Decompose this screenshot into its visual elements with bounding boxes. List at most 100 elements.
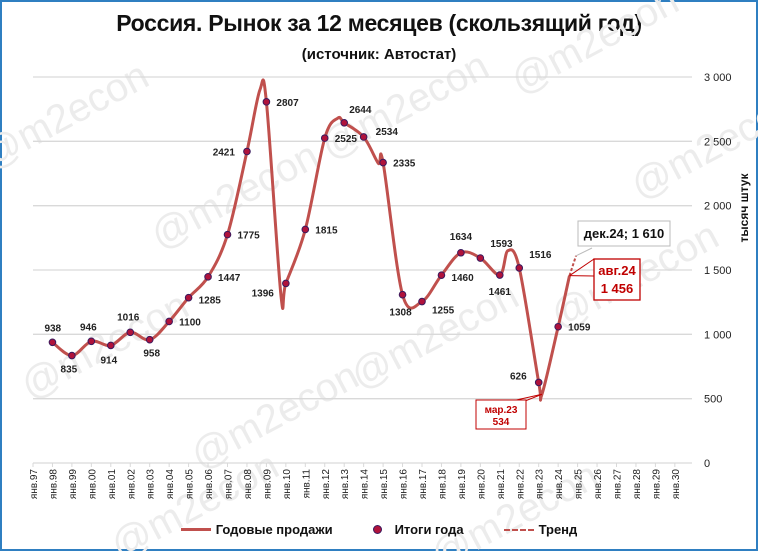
data-label: 1775: [238, 231, 261, 242]
y-tick-label: 1 000: [704, 329, 732, 341]
x-tick-label: янв.27: [613, 469, 624, 500]
year-total-marker: [457, 248, 465, 257]
forecast-callout: [577, 220, 671, 247]
data-label: 626: [510, 371, 527, 382]
x-tick-label: янв.16: [399, 469, 410, 500]
year-total-marker: [496, 271, 504, 279]
x-tick-label: янв.28: [632, 469, 643, 500]
data-label: 835: [61, 365, 78, 376]
data-label: 1059: [568, 323, 591, 334]
x-tick-label: янв.17: [418, 469, 429, 500]
year-total-marker: [126, 328, 135, 337]
y-tick-label: 2 500: [704, 136, 732, 148]
legend-trend: Тренд: [503, 522, 577, 537]
data-label: 1285: [199, 296, 222, 307]
x-tick-label: янв.19: [457, 469, 468, 500]
year-total-marker: [262, 98, 271, 106]
x-tick-label: янв.23: [535, 469, 546, 500]
year-total-marker: [68, 351, 76, 360]
x-tick-label: янв.30: [671, 469, 682, 500]
x-tick-label: янв.00: [87, 469, 98, 500]
year-total-marker: [398, 290, 407, 299]
data-label: 2644: [349, 105, 372, 116]
x-tick-label: янв.15: [379, 469, 390, 500]
data-label: 2534: [376, 127, 399, 138]
year-total-marker: [301, 225, 310, 234]
data-label: 1593: [490, 239, 513, 250]
year-total-marker: [223, 230, 232, 239]
x-tick-label: янв.22: [515, 469, 526, 500]
x-tick-label: янв.29: [651, 469, 662, 500]
year-total-marker: [554, 322, 562, 331]
x-tick-label: янв.07: [224, 469, 235, 500]
year-total-marker: [534, 378, 543, 387]
x-tick-label: янв.13: [340, 469, 351, 500]
x-tick-label: янв.26: [593, 469, 604, 500]
data-label: 2525: [335, 134, 358, 145]
x-tick-label: янв.25: [574, 469, 585, 500]
data-label: 946: [80, 322, 97, 333]
x-tick-label: янв.20: [476, 469, 487, 500]
data-label: 1460: [451, 273, 474, 284]
year-total-marker: [379, 158, 387, 167]
y-tick-label: 3 000: [704, 72, 732, 84]
x-tick-label: янв.12: [321, 469, 332, 500]
data-label: 1516: [529, 250, 552, 261]
y-axis-label: тысяч штук: [737, 173, 751, 243]
data-label: 2421: [213, 147, 236, 158]
year-total-marker: [204, 273, 212, 281]
x-tick-label: янв.14: [360, 469, 371, 500]
data-label: 1634: [450, 232, 473, 243]
y-tick-label: 500: [704, 394, 722, 406]
data-label: 1255: [432, 306, 455, 317]
data-label: 914: [100, 355, 117, 366]
x-tick-label: янв.11: [301, 469, 312, 499]
year-total-marker: [165, 317, 173, 326]
year-total-marker: [359, 133, 368, 141]
data-label: 1461: [489, 287, 512, 298]
year-total-marker: [282, 279, 290, 288]
data-label: 1100: [179, 317, 201, 328]
latest-callout: [593, 258, 641, 301]
y-tick-label: 0: [704, 458, 710, 470]
x-tick-label: янв.04: [165, 469, 176, 500]
x-tick-label: янв.24: [554, 469, 565, 500]
data-label: 1016: [117, 312, 140, 323]
y-tick-label: 1 500: [704, 265, 732, 277]
year-total-marker: [340, 119, 349, 127]
legend: Годовые продажи Итоги года Тренд: [0, 522, 758, 537]
x-tick-label: янв.10: [282, 469, 293, 500]
y-tick-label: 2 000: [704, 201, 732, 213]
data-label: 1447: [218, 273, 241, 284]
x-tick-label: янв.02: [126, 469, 137, 500]
year-total-marker: [87, 337, 96, 346]
year-total-marker: [418, 297, 426, 306]
watermark: @m2econ: [0, 53, 156, 178]
data-label: 2335: [393, 159, 416, 170]
chart-title: Россия. Рынок за 12 месяцев (скользящий …: [116, 10, 642, 36]
chart-subtitle: (источник: Автостат): [301, 46, 457, 63]
year-total-marker: [437, 271, 446, 279]
x-tick-label: янв.97: [29, 469, 40, 500]
year-total-marker: [145, 335, 154, 344]
year-total-marker: [48, 338, 57, 347]
x-tick-label: янв.01: [107, 469, 118, 500]
trend-line: [568, 255, 577, 276]
x-tick-label: янв.03: [146, 469, 157, 500]
dot-marker-icon: [372, 525, 382, 534]
year-total-marker: [107, 341, 115, 350]
svg-text:мар.23: мар.23: [485, 405, 518, 416]
x-tick-label: янв.08: [243, 469, 254, 500]
line-swatch-icon: [180, 528, 211, 531]
year-total-marker: [243, 147, 251, 156]
x-tick-label: янв.18: [437, 469, 448, 500]
dashed-line-icon: [503, 528, 534, 531]
x-tick-label: янв.99: [68, 469, 79, 500]
data-label: 2807: [276, 98, 299, 109]
min-callout: [475, 399, 527, 430]
x-tick-label: янв.06: [204, 469, 215, 500]
data-label: 1815: [315, 225, 338, 236]
year-total-marker: [476, 254, 485, 262]
watermark: @m2econ: [314, 43, 496, 168]
